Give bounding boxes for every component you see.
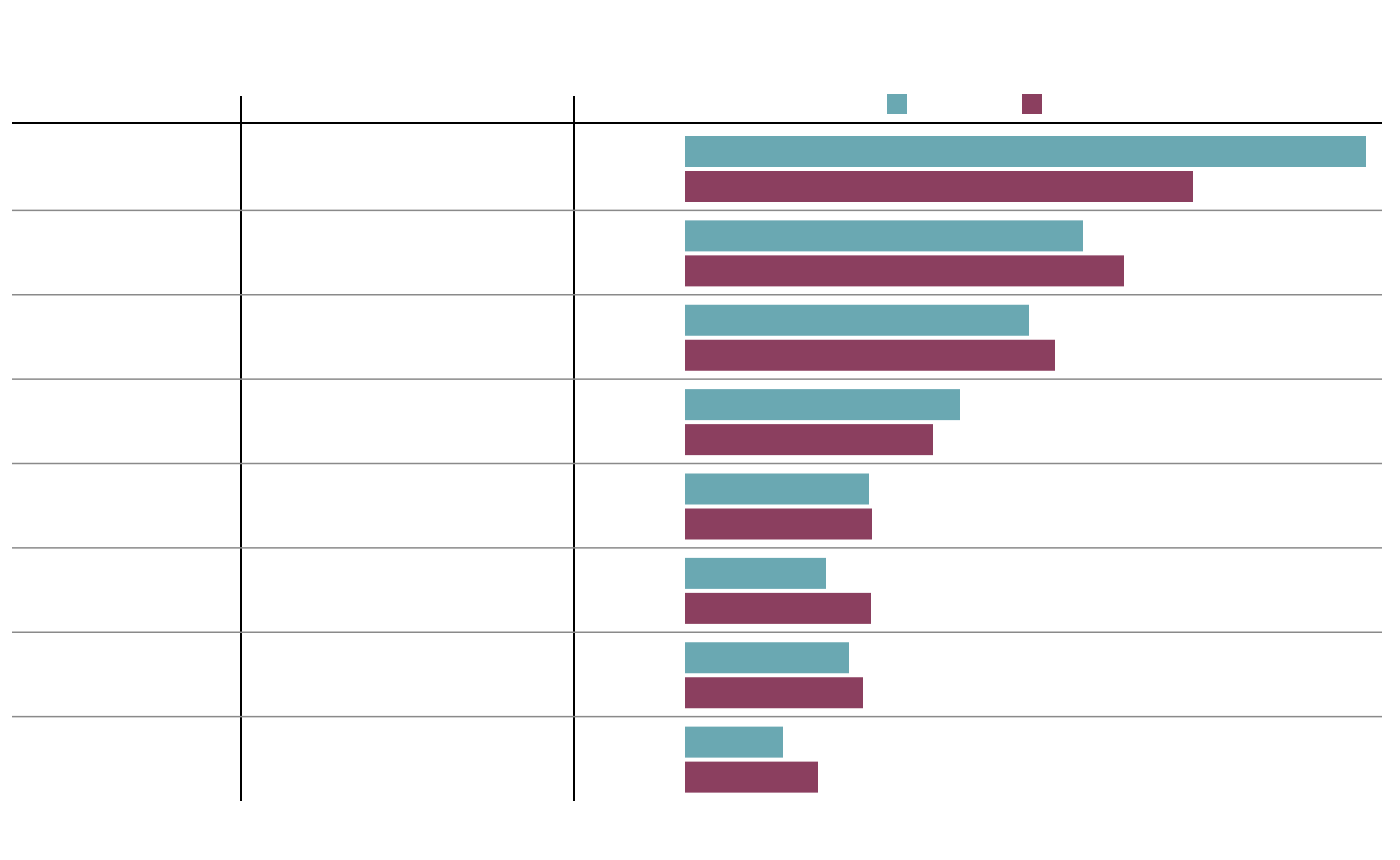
bar xyxy=(685,726,783,758)
bar xyxy=(685,677,863,709)
bar xyxy=(685,557,826,589)
bar xyxy=(685,220,1083,252)
bar xyxy=(685,473,869,505)
legend-swatch xyxy=(887,94,907,114)
bar xyxy=(685,339,1055,371)
bar xyxy=(685,642,849,674)
bar xyxy=(685,171,1193,202)
legend-swatch xyxy=(1022,94,1042,114)
bar xyxy=(685,304,1029,336)
bar xyxy=(685,255,1124,287)
bar xyxy=(685,761,818,793)
bar xyxy=(685,424,933,456)
bar xyxy=(685,508,872,540)
bar xyxy=(685,592,871,624)
bar xyxy=(685,136,1366,167)
bar xyxy=(685,389,960,421)
